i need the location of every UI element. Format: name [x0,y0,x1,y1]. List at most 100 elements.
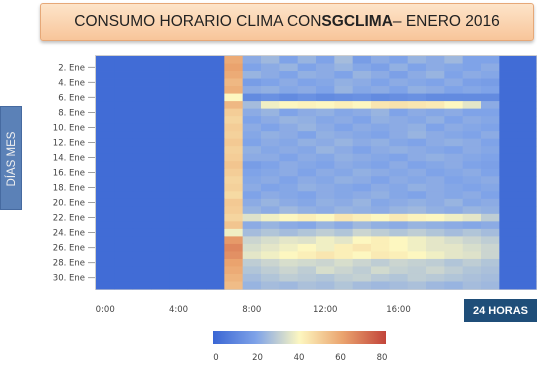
heatmap-cell [242,191,262,200]
y-tick-label: 28. Ene [53,259,85,269]
heatmap-cell [261,63,280,72]
heatmap-cell [151,78,170,87]
heatmap-cell [151,236,170,245]
heatmap-cell [206,191,225,200]
heatmap-cell [352,101,372,110]
x-tick-label: 12:00 [313,305,338,315]
heatmap-cell [297,161,317,170]
heatmap-cell [169,78,189,87]
heatmap-cell [499,138,519,147]
heatmap-cell [224,161,244,170]
heatmap-cell [151,183,170,192]
heatmap-cell [499,266,519,275]
heatmap-cell [151,191,170,200]
heatmap-cell [499,116,519,125]
heatmap-cell [224,281,244,290]
heatmap-cell [389,213,409,222]
x-tick-label: 0:00 [96,305,115,315]
heatmap-cells [96,56,537,290]
heatmap-cell [151,71,170,79]
heatmap-cell [371,123,390,132]
heatmap-cell [279,266,299,275]
heatmap-cell [426,93,445,102]
heatmap-cell [96,183,115,192]
heatmap-cell [371,243,390,252]
heatmap-cell [297,71,317,79]
heatmap-cell [462,191,482,200]
heatmap-cell [224,198,244,207]
heatmap-cell [224,251,244,260]
heatmap-cell [352,93,372,102]
heatmap-cell [517,206,537,215]
heatmap-cell [206,273,225,282]
heatmap-cell [169,63,189,72]
heatmap-cell [151,258,170,267]
heatmap-cell [132,228,152,237]
heatmap-cell [169,116,189,125]
heatmap-cell [407,116,427,125]
heatmap-cell [444,93,464,102]
heatmap-cell [426,176,445,185]
heatmap-cell [114,131,134,140]
heatmap-cell [499,228,519,237]
heatmap-cell [426,161,445,170]
heatmap-cell [426,206,445,215]
heatmap-cell [279,86,299,94]
heatmap-cell [499,86,519,94]
heatmap-cell [169,101,189,110]
heatmap-cell [352,243,372,252]
heatmap-cell [334,138,354,147]
heatmap-cell [481,78,500,87]
heatmap-cell [444,56,464,64]
heatmap-cell [279,138,299,147]
heatmap-cell [389,258,409,267]
heatmap-cell [371,93,390,102]
heatmap-cell [426,56,445,64]
x-tick-label: 16:00 [386,305,411,315]
heatmap-cell [206,56,225,64]
heatmap-cell [444,63,464,72]
heatmap-cell [426,101,445,110]
heatmap-cell [462,251,482,260]
heatmap-cell [517,161,537,170]
heatmap-cell [481,251,500,260]
colorbar [213,331,386,344]
heatmap-cell [132,71,152,79]
heatmap-cell [114,236,134,245]
heatmap-cell [407,146,427,155]
heatmap-cell [96,273,115,282]
heatmap-cell [481,63,500,72]
heatmap-cell [462,281,482,290]
heatmap-cell [334,266,354,275]
heatmap-cell [426,273,445,282]
heatmap-cell [114,183,134,192]
heatmap-cell [462,146,482,155]
heatmap-cell [426,183,445,192]
heatmap-cell [242,138,262,147]
heatmap-cell [261,206,280,215]
heatmap-cell [114,101,134,110]
heatmap-cell [389,56,409,64]
heatmap-cell [224,273,244,282]
heatmap-cell [371,213,390,222]
y-axis-label-box: DÍAS MES [0,106,22,210]
heatmap-cell [114,116,134,125]
heatmap-cell [114,266,134,275]
heatmap-cell [462,78,482,87]
heatmap-cell [132,273,152,282]
heatmap-cell [261,116,280,125]
heatmap-cell [114,93,134,102]
heatmap-cell [169,168,189,177]
heatmap-cell [151,251,170,260]
heatmap-cell [151,168,170,177]
heatmap-cell [407,153,427,162]
heatmap-cell [114,63,134,72]
heatmap-cell [499,243,519,252]
heatmap-cell [499,183,519,192]
heatmap-cell [114,138,134,147]
heatmap-cell [481,236,500,245]
heatmap-cell [169,93,189,102]
x-ticks: 0:00 4:00 8:00 12:00 16:00 [96,305,411,315]
heatmap-cell [444,213,464,222]
heatmap-cell [261,161,280,170]
